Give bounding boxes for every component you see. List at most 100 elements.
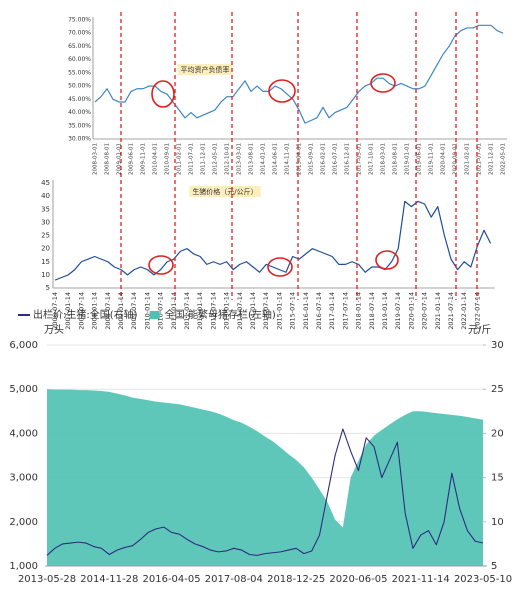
x-tick-label: 2009-06-01 (129, 143, 135, 175)
x-tick-label: 2009-01-01 (117, 143, 123, 175)
x-tick-label: 2019-01-01 (405, 143, 411, 175)
x-tick-label: 2011-02-01 (177, 143, 183, 175)
x-tick-label: 2006-07-14 (51, 292, 59, 330)
x-tick-label: 2019-01-14 (381, 292, 389, 330)
x-tick-label: 2012-01-14 (196, 292, 204, 330)
x-tick-label: 2019-06-01 (417, 143, 423, 175)
x-tick-label: 2010-09-01 (165, 143, 171, 175)
x-tick-label: 2020-07-14 (421, 292, 429, 330)
x-tick-label: 2014-01-14 (249, 292, 257, 330)
legend-swatch (149, 311, 160, 319)
x-tick-label: 2012-07-14 (209, 292, 217, 330)
x-tick-label: 2018-03-01 (381, 143, 387, 175)
x-tick-label: 2014-07-14 (262, 292, 270, 330)
series-annotation: 生猪价格（元/公斤） (192, 187, 257, 196)
x-tick-label: 2016-07-01 (333, 143, 339, 175)
x-tick-label: 2013-03-01 (237, 143, 243, 175)
x-tick-label: 2022-01-14 (460, 292, 468, 330)
x-tick-label: 2013-07-14 (236, 292, 244, 330)
area-series (47, 389, 483, 566)
x-tick-label: 2020-06-05 (329, 574, 387, 585)
y-tick-label: 40.00% (68, 109, 91, 116)
x-tick-label: 2016-07-14 (315, 292, 323, 330)
x-tick-label: 2008-08-01 (105, 143, 111, 175)
y-tick-label: 5 (46, 284, 50, 292)
x-tick-label: 2014-06-01 (273, 143, 279, 175)
y2-tick-label: 25 (491, 384, 504, 395)
y2-tick-label: 20 (491, 428, 504, 439)
x-tick-label: 2017-01-14 (328, 292, 336, 330)
legend-label: 全国:能繁母猪存栏(左轴) (165, 308, 276, 321)
y-tick-label: 65.00% (68, 43, 91, 50)
x-tick-label: 2017-08-04 (205, 574, 263, 585)
x-tick-label: 2008-01-14 (91, 292, 99, 330)
x-tick-label: 2008-03-01 (93, 143, 99, 175)
red-circle (268, 79, 296, 103)
x-tick-label: 2018-07-14 (368, 292, 376, 330)
y-tick-label: 35.00% (68, 122, 91, 129)
y-tick-label: 55.00% (68, 69, 91, 76)
x-tick-label: 2020-09-01 (453, 143, 459, 175)
red-circle (370, 73, 396, 93)
y-tick-label: 45.00% (68, 96, 91, 103)
x-tick-label: 2010-01-14 (143, 292, 151, 330)
x-tick-label: 2016-12-01 (345, 143, 351, 175)
x-tick-label: 2021-07-14 (447, 292, 455, 330)
x-tick-label: 2020-04-01 (441, 143, 447, 175)
y-tick-label: 45 (41, 179, 50, 187)
annotation-box (177, 64, 233, 75)
y-tick-label: 5,000 (9, 384, 38, 395)
x-tick-label: 2021-11-14 (392, 574, 450, 585)
y2-axis-title: 元/斤 (468, 324, 491, 336)
y-tick-label: 4,000 (9, 428, 38, 439)
annotation-box (189, 186, 261, 197)
x-tick-label: 2011-07-01 (189, 143, 195, 175)
x-tick-label: 2013-08-01 (249, 143, 255, 175)
y-tick-label: 25 (41, 232, 50, 240)
x-tick-label: 2010-04-01 (153, 143, 159, 175)
highlight-lines (120, 12, 478, 300)
y-tick-label: 10 (41, 271, 50, 279)
red-circle (375, 250, 399, 270)
x-tick-label: 2023-05-10 (454, 574, 512, 585)
line-series (94, 24, 504, 124)
y-tick-label: 40 (41, 192, 50, 200)
x-tick-label: 2007-01-14 (64, 292, 72, 330)
x-tick-label: 2014-11-28 (80, 574, 138, 585)
x-tick-label: 2012-10-01 (225, 143, 231, 175)
y-tick-label: 1,000 (9, 561, 38, 572)
y-tick-label: 75.00% (68, 17, 91, 24)
y-tick-label: 30 (41, 218, 50, 226)
x-tick-label: 2014-11-01 (285, 143, 291, 175)
x-tick-label: 2015-07-14 (289, 292, 297, 330)
x-tick-label: 2013-01-14 (223, 292, 231, 330)
red-circle (151, 80, 175, 108)
x-tick-label: 2018-01-14 (355, 292, 363, 330)
x-tick-label: 2015-01-14 (275, 292, 283, 330)
y-tick-label: 50.00% (68, 83, 91, 90)
y-tick-label: 60.00% (68, 56, 91, 63)
x-tick-label: 2014-01-01 (261, 143, 267, 175)
x-tick-label: 2013-05-28 (18, 574, 76, 585)
y-axis-title: 万头 (44, 324, 64, 336)
x-tick-label: 2012-05-01 (213, 143, 219, 175)
y-tick-label: 6,000 (9, 340, 38, 351)
y2-tick-label: 10 (491, 517, 504, 528)
y2-tick-label: 5 (491, 561, 497, 572)
x-tick-label: 2015-04-01 (297, 143, 303, 175)
x-tick-label: 2021-07-01 (477, 143, 483, 175)
x-tick-label: 2021-12-01 (489, 143, 495, 175)
x-tick-label: 2011-01-14 (170, 292, 178, 330)
x-tick-label: 2019-11-01 (429, 143, 435, 175)
series-annotation: 平均资产负债率 (181, 65, 230, 74)
x-tick-label: 2010-07-14 (157, 292, 165, 330)
x-tick-label: 2016-01-14 (302, 292, 310, 330)
y2-tick-label: 15 (491, 473, 504, 484)
y-tick-label: 2,000 (9, 517, 38, 528)
x-tick-label: 2018-08-01 (393, 143, 399, 175)
x-tick-label: 2016-02-01 (321, 143, 327, 175)
x-tick-label: 2009-11-01 (141, 143, 147, 175)
y-tick-label: 3,000 (9, 473, 38, 484)
